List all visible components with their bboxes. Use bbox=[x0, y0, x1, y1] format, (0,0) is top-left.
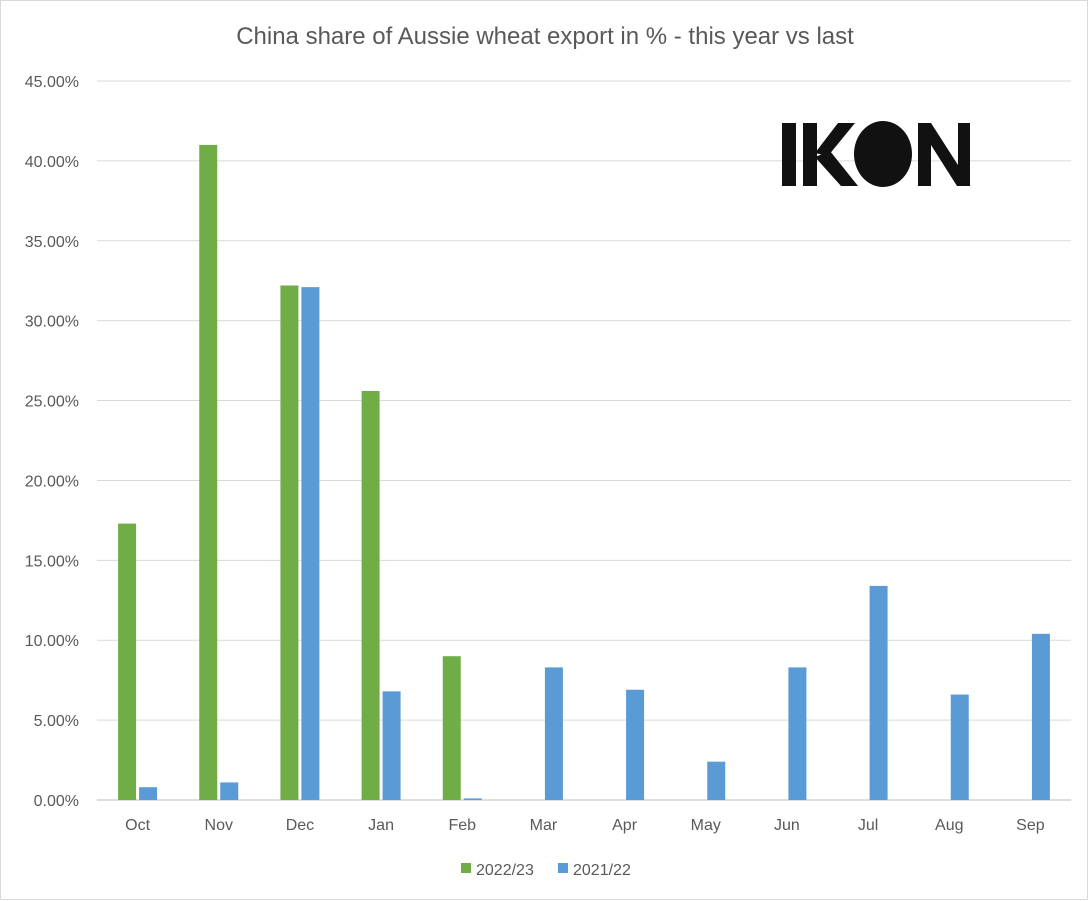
y-tick-label: 5.00% bbox=[34, 713, 79, 730]
bar-2021-22-aug[interactable] bbox=[950, 694, 969, 800]
x-tick-label: Jan bbox=[368, 817, 394, 834]
y-tick-label: 0.00% bbox=[34, 793, 79, 810]
legend-label[interactable]: 2022/23 bbox=[476, 862, 534, 879]
bar-2021-22-nov[interactable] bbox=[220, 782, 239, 800]
bar-2021-22-jan[interactable] bbox=[382, 691, 401, 800]
y-tick-label: 20.00% bbox=[25, 473, 79, 490]
bar-2022-23-feb[interactable] bbox=[442, 656, 461, 800]
bar-2021-22-mar[interactable] bbox=[544, 667, 563, 800]
bar-2021-22-may[interactable] bbox=[707, 761, 726, 800]
y-tick-label: 40.00% bbox=[25, 154, 79, 171]
bar-2021-22-sep[interactable] bbox=[1031, 633, 1050, 800]
logo-letter-k-leg bbox=[815, 151, 858, 186]
bar-2022-23-nov[interactable] bbox=[199, 144, 218, 800]
logo-letter-k-arm bbox=[815, 123, 855, 156]
bar-2021-22-apr[interactable] bbox=[626, 689, 645, 800]
x-tick-label: Aug bbox=[935, 817, 963, 834]
bar-2021-22-feb[interactable] bbox=[463, 798, 482, 800]
bar-2022-23-oct[interactable] bbox=[118, 523, 137, 800]
bar-2022-23-dec[interactable] bbox=[280, 285, 299, 800]
x-tick-label: Jun bbox=[774, 817, 800, 834]
logo-letter-n bbox=[918, 123, 970, 186]
y-tick-label: 35.00% bbox=[25, 234, 79, 251]
x-tick-label: Apr bbox=[612, 817, 638, 834]
legend-label[interactable]: 2021/22 bbox=[573, 862, 631, 879]
logo-letter-o bbox=[854, 121, 912, 187]
y-tick-label: 45.00% bbox=[25, 74, 79, 91]
bar-2021-22-jul[interactable] bbox=[869, 585, 888, 800]
logo-letter-k-stem bbox=[803, 123, 817, 186]
gridlines bbox=[97, 80, 1071, 801]
bar-2022-23-jan[interactable] bbox=[361, 390, 380, 800]
y-tick-label: 30.00% bbox=[25, 314, 79, 331]
bar-2021-22-dec[interactable] bbox=[301, 287, 320, 800]
legend[interactable]: 2022/23 2021/22 bbox=[461, 862, 631, 879]
bars bbox=[118, 144, 1050, 800]
x-tick-label: Nov bbox=[205, 817, 233, 834]
y-tick-label: 15.00% bbox=[25, 553, 79, 570]
x-tick-label: Oct bbox=[125, 817, 150, 834]
bar-2021-22-jun[interactable] bbox=[788, 667, 807, 800]
y-tick-label: 25.00% bbox=[25, 394, 79, 411]
chart-title: China share of Aussie wheat export in % … bbox=[236, 23, 854, 50]
legend-swatch bbox=[461, 863, 471, 873]
x-axis-ticks: Oct Nov Dec Jan Feb Mar Apr May Jun Jul Aug Sep bbox=[125, 817, 1045, 834]
x-tick-label: Mar bbox=[530, 817, 558, 834]
legend-swatch bbox=[558, 863, 568, 873]
x-tick-label: Jul bbox=[858, 817, 878, 834]
y-tick-label: 10.00% bbox=[25, 633, 79, 650]
x-tick-label: Dec bbox=[286, 817, 314, 834]
bar-2021-22-oct[interactable] bbox=[139, 787, 158, 800]
y-axis-ticks: 0.00% 5.00% 10.00% 15.00% 20.00% 25.00% 30.00%… bbox=[25, 74, 79, 810]
x-tick-label: May bbox=[691, 817, 721, 834]
ikon-logo bbox=[782, 121, 970, 187]
logo-letter-i bbox=[782, 123, 796, 186]
x-tick-label: Sep bbox=[1016, 817, 1045, 834]
x-tick-label: Feb bbox=[448, 817, 476, 834]
